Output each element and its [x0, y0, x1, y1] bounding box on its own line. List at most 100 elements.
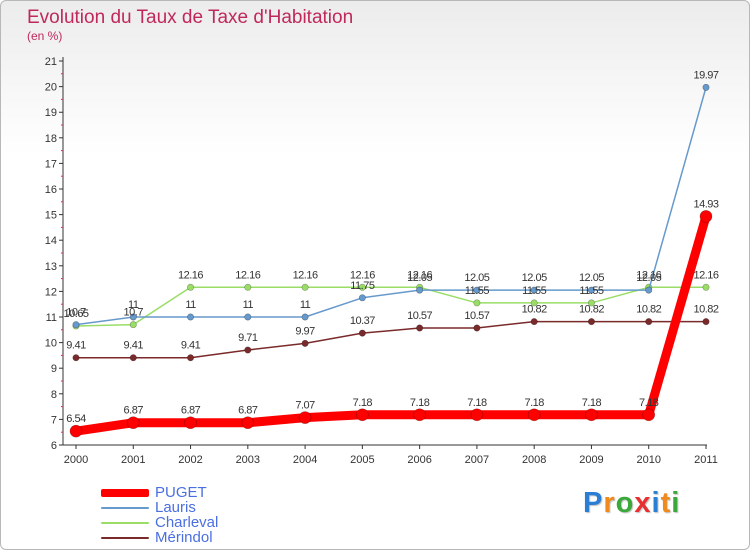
y-tick-label: 15	[45, 210, 57, 222]
data-point-puget	[298, 411, 312, 424]
data-label-charleval: 12.16	[350, 269, 375, 281]
y-tick-label: 20	[45, 82, 57, 94]
data-point-merindol	[72, 354, 80, 362]
data-point-merindol	[187, 354, 195, 362]
data-point-lauris	[416, 286, 424, 294]
y-tick-label: 9	[51, 363, 57, 375]
data-label-charleval: 11.55	[465, 285, 490, 297]
legend-label-puget: PUGET	[155, 484, 207, 501]
x-tick-label: 2006	[407, 454, 431, 466]
legend-label-merindol: Mérindol	[155, 529, 213, 546]
data-point-lauris	[187, 313, 195, 321]
data-label-charleval: 12.16	[693, 269, 718, 281]
data-label-charleval: 12.16	[407, 269, 432, 281]
y-tick-label: 18	[45, 133, 57, 145]
proxiti-logo: Proxiti	[583, 487, 680, 520]
data-label-lauris: 19.97	[693, 69, 718, 81]
data-label-merindol: 10.57	[407, 310, 432, 322]
data-label-lauris: 11	[243, 299, 254, 311]
legend-swatch-charleval	[101, 515, 149, 530]
logo-letter: o	[615, 487, 635, 519]
data-label-charleval: 12.16	[235, 269, 260, 281]
legend-item-puget[interactable]: PUGET	[101, 485, 218, 500]
data-label-puget: 7.18	[524, 397, 544, 409]
data-point-puget	[356, 408, 369, 422]
data-label-puget: 6.87	[238, 405, 258, 417]
data-point-lauris	[530, 286, 538, 294]
data-label-puget: 7.18	[353, 397, 373, 409]
data-point-puget	[527, 408, 541, 422]
data-label-merindol: 10.82	[522, 304, 547, 316]
y-tick-label: 13	[45, 261, 57, 273]
legend-label-charleval: Charleval	[155, 514, 219, 531]
data-point-puget	[642, 408, 656, 422]
logo-letter: t	[660, 487, 672, 519]
data-label-merindol: 9.97	[295, 325, 315, 337]
data-label-lauris: 12.05	[522, 272, 547, 284]
data-point-puget	[585, 408, 598, 422]
data-label-merindol: 9.41	[181, 340, 201, 352]
data-point-lauris	[72, 321, 80, 329]
x-tick-label: 2009	[579, 454, 603, 466]
data-label-lauris: 12.05	[636, 272, 661, 284]
x-tick-label: 2010	[636, 454, 660, 466]
x-tick-label: 2000	[64, 454, 88, 466]
data-point-lauris	[702, 83, 710, 91]
data-label-merindol: 9.41	[66, 340, 86, 352]
data-point-merindol	[244, 346, 252, 354]
legend: PUGET Lauris Charleval Mérindol	[101, 485, 218, 545]
data-label-puget: 7.18	[582, 397, 602, 409]
data-point-lauris	[301, 313, 309, 321]
data-label-puget: 7.18	[639, 397, 659, 409]
data-label-merindol: 9.41	[124, 340, 144, 352]
data-point-puget	[413, 408, 426, 422]
y-tick-label: 12	[45, 286, 57, 298]
data-label-lauris: 11.75	[350, 280, 375, 292]
data-label-merindol: 10.82	[693, 304, 718, 316]
data-point-charleval	[530, 299, 538, 307]
data-label-lauris: 11	[128, 299, 139, 311]
data-point-lauris	[244, 313, 252, 321]
series-line-puget	[71, 211, 711, 436]
data-point-puget	[184, 416, 197, 430]
x-tick-label: 2007	[465, 454, 489, 466]
data-point-charleval	[473, 299, 481, 307]
data-point-lauris	[645, 286, 653, 294]
data-label-merindol: 10.82	[579, 304, 604, 316]
data-point-lauris	[129, 313, 137, 321]
data-point-merindol	[416, 324, 424, 332]
data-point-merindol	[702, 318, 710, 326]
data-label-lauris: 12.05	[464, 272, 489, 284]
data-label-puget: 6.54	[66, 413, 86, 425]
y-tick-label: 16	[45, 184, 57, 196]
data-label-lauris: 10.7	[66, 307, 86, 319]
data-point-charleval	[187, 283, 195, 291]
data-point-charleval	[301, 283, 309, 291]
data-point-charleval	[702, 283, 710, 291]
legend-item-charleval[interactable]: Charleval	[101, 515, 218, 530]
data-point-merindol	[587, 318, 595, 326]
data-label-lauris: 11	[300, 299, 311, 311]
data-label-merindol: 9.71	[238, 332, 258, 344]
legend-item-lauris[interactable]: Lauris	[101, 500, 218, 515]
data-label-puget: 6.87	[124, 405, 144, 417]
legend-item-merindol[interactable]: Mérindol	[101, 530, 218, 545]
logo-letter: P	[583, 487, 604, 519]
data-point-puget	[126, 416, 140, 430]
legend-swatch-lauris	[101, 500, 149, 515]
legend-label-lauris: Lauris	[155, 499, 196, 516]
y-tick-label: 11	[46, 312, 57, 324]
data-point-lauris	[473, 286, 481, 294]
legend-swatch-puget	[101, 485, 149, 500]
x-tick-label: 2005	[350, 454, 374, 466]
data-point-merindol	[530, 318, 538, 326]
data-label-merindol: 10.37	[350, 315, 375, 327]
x-tick-label: 2002	[178, 454, 202, 466]
series-line-charleval	[75, 286, 707, 327]
y-tick-label: 7	[51, 414, 57, 426]
data-label-lauris: 12.05	[407, 272, 432, 284]
data-label-charleval: 11.55	[579, 285, 604, 297]
x-tick-label: 2008	[522, 454, 546, 466]
